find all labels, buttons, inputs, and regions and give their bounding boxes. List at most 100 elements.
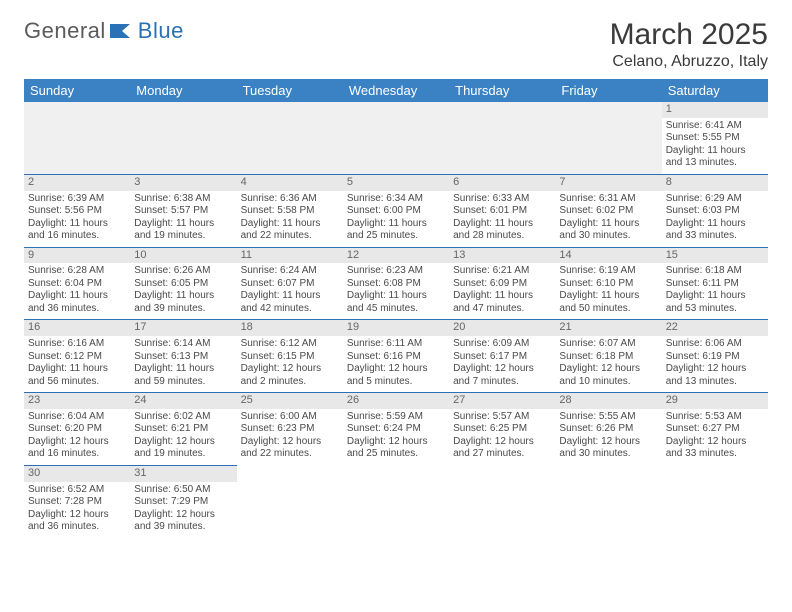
day-header: Thursday: [449, 79, 555, 102]
calendar-cell: 26 Sunrise: 5:59 AM Sunset: 6:24 PM Dayli…: [343, 393, 449, 466]
calendar-week-row: 1Sunrise: 6:41 AM Sunset: 5:55 PM Daylig…: [24, 102, 768, 174]
day-number: 8: [662, 175, 768, 191]
calendar-cell: 1Sunrise: 6:41 AM Sunset: 5:55 PM Daylig…: [662, 102, 768, 174]
day-info: Sunrise: 6:06 AM Sunset: 6:19 PM Dayligh…: [666, 338, 764, 388]
day-info: Sunrise: 6:31 AM Sunset: 6:02 PM Dayligh…: [559, 193, 657, 243]
calendar-cell: [662, 465, 768, 537]
day-info: Sunrise: 6:24 AM Sunset: 6:07 PM Dayligh…: [241, 265, 339, 315]
title-block: March 2025 Celano, Abruzzo, Italy: [610, 18, 768, 71]
day-info: Sunrise: 6:50 AM Sunset: 7:29 PM Dayligh…: [134, 484, 232, 534]
calendar-cell: 4Sunrise: 6:36 AM Sunset: 5:58 PM Daylig…: [237, 174, 343, 247]
day-number: 16: [24, 320, 130, 336]
day-info: Sunrise: 6:23 AM Sunset: 6:08 PM Dayligh…: [347, 265, 445, 315]
day-info: Sunrise: 6:04 AM Sunset: 6:20 PM Dayligh…: [28, 411, 126, 461]
calendar-week-row: 30 Sunrise: 6:52 AM Sunset: 7:28 PM Dayli…: [24, 465, 768, 537]
day-number: 28: [555, 393, 661, 409]
day-header: Sunday: [24, 79, 130, 102]
day-info: Sunrise: 6:00 AM Sunset: 6:23 PM Dayligh…: [241, 411, 339, 461]
calendar-cell: 2 Sunrise: 6:39 AM Sunset: 5:56 PM Daylig…: [24, 174, 130, 247]
header: General Blue March 2025 Celano, Abruzzo,…: [24, 18, 768, 71]
calendar-cell: 10Sunrise: 6:26 AM Sunset: 6:05 PM Dayli…: [130, 247, 236, 320]
day-header: Saturday: [662, 79, 768, 102]
day-number: 6: [449, 175, 555, 191]
day-number: 15: [662, 248, 768, 264]
day-info: Sunrise: 6:39 AM Sunset: 5:56 PM Dayligh…: [28, 193, 126, 243]
day-number: 11: [237, 248, 343, 264]
day-header: Monday: [130, 79, 236, 102]
calendar-cell: 29Sunrise: 5:53 AM Sunset: 6:27 PM Dayli…: [662, 393, 768, 466]
day-number: 25: [237, 393, 343, 409]
day-info: Sunrise: 6:18 AM Sunset: 6:11 PM Dayligh…: [666, 265, 764, 315]
day-info: Sunrise: 6:12 AM Sunset: 6:15 PM Dayligh…: [241, 338, 339, 388]
day-info: Sunrise: 6:19 AM Sunset: 6:10 PM Dayligh…: [559, 265, 657, 315]
day-number: 12: [343, 248, 449, 264]
calendar-week-row: 9Sunrise: 6:28 AM Sunset: 6:04 PM Daylig…: [24, 247, 768, 320]
day-info: Sunrise: 6:07 AM Sunset: 6:18 PM Dayligh…: [559, 338, 657, 388]
day-number: 24: [130, 393, 236, 409]
calendar-week-row: 16Sunrise: 6:16 AM Sunset: 6:12 PM Dayli…: [24, 320, 768, 393]
day-number: 14: [555, 248, 661, 264]
calendar-cell: 20Sunrise: 6:09 AM Sunset: 6:17 PM Dayli…: [449, 320, 555, 393]
day-info: Sunrise: 6:28 AM Sunset: 6:04 PM Dayligh…: [28, 265, 126, 315]
calendar-cell: 18Sunrise: 6:12 AM Sunset: 6:15 PM Dayli…: [237, 320, 343, 393]
brand-name-part1: General: [24, 18, 106, 44]
day-number: 9: [24, 248, 130, 264]
calendar-cell: 24 Sunrise: 6:02 AM Sunset: 6:21 PM Dayli…: [130, 393, 236, 466]
day-number: 26: [343, 393, 449, 409]
calendar-cell: 5 Sunrise: 6:34 AM Sunset: 6:00 PM Daylig…: [343, 174, 449, 247]
calendar-cell: 8Sunrise: 6:29 AM Sunset: 6:03 PM Daylig…: [662, 174, 768, 247]
day-header: Friday: [555, 79, 661, 102]
flag-icon: [110, 22, 136, 40]
calendar-cell: 17Sunrise: 6:14 AM Sunset: 6:13 PM Dayli…: [130, 320, 236, 393]
calendar-cell: 6Sunrise: 6:33 AM Sunset: 6:01 PM Daylig…: [449, 174, 555, 247]
day-number: 22: [662, 320, 768, 336]
day-info: Sunrise: 6:36 AM Sunset: 5:58 PM Dayligh…: [241, 193, 339, 243]
calendar-cell: 22 Sunrise: 6:06 AM Sunset: 6:19 PM Dayli…: [662, 320, 768, 393]
day-number: 5: [343, 175, 449, 191]
calendar-cell: 12Sunrise: 6:23 AM Sunset: 6:08 PM Dayli…: [343, 247, 449, 320]
location-subtitle: Celano, Abruzzo, Italy: [610, 53, 768, 71]
calendar-table: Sunday Monday Tuesday Wednesday Thursday…: [24, 79, 768, 538]
page-title: March 2025: [610, 18, 768, 51]
calendar-week-row: 23 Sunrise: 6:04 AM Sunset: 6:20 PM Dayli…: [24, 393, 768, 466]
calendar-cell: [237, 465, 343, 537]
day-info: Sunrise: 6:09 AM Sunset: 6:17 PM Dayligh…: [453, 338, 551, 388]
day-number: 2: [24, 175, 130, 191]
calendar-cell: [237, 102, 343, 174]
calendar-cell: 3Sunrise: 6:38 AM Sunset: 5:57 PM Daylig…: [130, 174, 236, 247]
day-info: Sunrise: 5:53 AM Sunset: 6:27 PM Dayligh…: [666, 411, 764, 461]
brand-logo: General Blue: [24, 18, 184, 44]
day-number: 21: [555, 320, 661, 336]
calendar-cell: [449, 465, 555, 537]
day-header: Wednesday: [343, 79, 449, 102]
day-info: Sunrise: 6:41 AM Sunset: 5:55 PM Dayligh…: [666, 120, 764, 170]
day-number: 23: [24, 393, 130, 409]
day-info: Sunrise: 6:02 AM Sunset: 6:21 PM Dayligh…: [134, 411, 232, 461]
day-number: 3: [130, 175, 236, 191]
calendar-cell: [130, 102, 236, 174]
calendar-cell: 7Sunrise: 6:31 AM Sunset: 6:02 PM Daylig…: [555, 174, 661, 247]
calendar-cell: 14Sunrise: 6:19 AM Sunset: 6:10 PM Dayli…: [555, 247, 661, 320]
day-info: Sunrise: 6:11 AM Sunset: 6:16 PM Dayligh…: [347, 338, 445, 388]
day-info: Sunrise: 6:34 AM Sunset: 6:00 PM Dayligh…: [347, 193, 445, 243]
day-number: 17: [130, 320, 236, 336]
day-number: 13: [449, 248, 555, 264]
day-number: 30: [24, 466, 130, 482]
day-info: Sunrise: 6:52 AM Sunset: 7:28 PM Dayligh…: [28, 484, 126, 534]
day-info: Sunrise: 5:59 AM Sunset: 6:24 PM Dayligh…: [347, 411, 445, 461]
calendar-cell: 31Sunrise: 6:50 AM Sunset: 7:29 PM Dayli…: [130, 465, 236, 537]
day-info: Sunrise: 5:57 AM Sunset: 6:25 PM Dayligh…: [453, 411, 551, 461]
calendar-head: Sunday Monday Tuesday Wednesday Thursday…: [24, 79, 768, 102]
calendar-cell: 15Sunrise: 6:18 AM Sunset: 6:11 PM Dayli…: [662, 247, 768, 320]
calendar-cell: 30 Sunrise: 6:52 AM Sunset: 7:28 PM Dayli…: [24, 465, 130, 537]
day-info: Sunrise: 5:55 AM Sunset: 6:26 PM Dayligh…: [559, 411, 657, 461]
calendar-cell: [555, 465, 661, 537]
calendar-cell: 19Sunrise: 6:11 AM Sunset: 6:16 PM Dayli…: [343, 320, 449, 393]
calendar-cell: 27Sunrise: 5:57 AM Sunset: 6:25 PM Dayli…: [449, 393, 555, 466]
calendar-cell: 16Sunrise: 6:16 AM Sunset: 6:12 PM Dayli…: [24, 320, 130, 393]
calendar-cell: [343, 102, 449, 174]
calendar-cell: [343, 465, 449, 537]
calendar-cell: 25 Sunrise: 6:00 AM Sunset: 6:23 PM Dayli…: [237, 393, 343, 466]
calendar-body: 1Sunrise: 6:41 AM Sunset: 5:55 PM Daylig…: [24, 102, 768, 538]
calendar-cell: 11Sunrise: 6:24 AM Sunset: 6:07 PM Dayli…: [237, 247, 343, 320]
